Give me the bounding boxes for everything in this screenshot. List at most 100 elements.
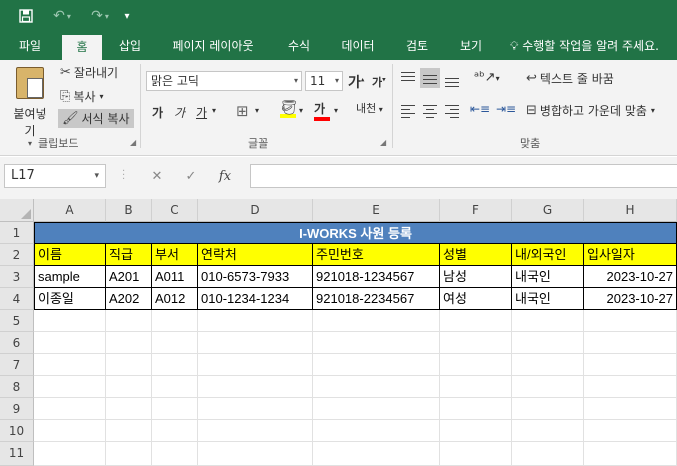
empty-cell[interactable] <box>34 354 106 376</box>
empty-cell[interactable] <box>152 332 198 354</box>
font-size-select[interactable]: 11 ▾ <box>305 71 343 91</box>
row-header[interactable]: 5 <box>0 310 34 332</box>
tab-insert[interactable]: 삽입 <box>118 39 142 53</box>
column-header[interactable]: E <box>313 199 440 222</box>
empty-cell[interactable] <box>440 376 512 398</box>
dialog-launcher-icon[interactable]: ◢ <box>380 138 387 147</box>
table-cell[interactable]: 남성 <box>440 266 512 288</box>
table-cell[interactable]: 2023-10-27 <box>584 266 677 288</box>
row-header[interactable]: 6 <box>0 332 34 354</box>
empty-cell[interactable] <box>440 332 512 354</box>
empty-cell[interactable] <box>584 398 677 420</box>
empty-cell[interactable] <box>34 398 106 420</box>
table-cell[interactable]: A202 <box>106 288 152 310</box>
borders-icon[interactable]: ⊞ <box>236 102 249 120</box>
table-cell[interactable]: sample <box>34 266 106 288</box>
row-header[interactable]: 7 <box>0 354 34 376</box>
align-center-icon[interactable] <box>420 100 440 120</box>
empty-cell[interactable] <box>106 376 152 398</box>
tab-review[interactable]: 검토 <box>405 39 429 53</box>
align-right-icon[interactable] <box>442 100 462 120</box>
shrink-font-button[interactable]: 가▾ <box>372 75 386 89</box>
empty-cell[interactable] <box>440 442 512 466</box>
empty-cell[interactable] <box>313 310 440 332</box>
row-header[interactable]: 1 <box>0 222 34 244</box>
empty-cell[interactable] <box>198 310 313 332</box>
empty-cell[interactable] <box>152 376 198 398</box>
row-header[interactable]: 10 <box>0 420 34 442</box>
undo-icon[interactable]: ↶ ▾ <box>53 8 71 24</box>
enter-icon[interactable]: ✓ <box>185 168 197 184</box>
wrap-text-button[interactable]: ↩ 텍스트 줄 바꿈 <box>526 71 614 86</box>
header-cell[interactable]: 이름 <box>34 244 106 266</box>
empty-cell[interactable] <box>106 442 152 466</box>
empty-cell[interactable] <box>440 398 512 420</box>
tab-file[interactable]: 파일 <box>18 39 42 53</box>
chevron-down-icon[interactable]: ▾ <box>255 106 260 115</box>
table-cell[interactable]: 내국인 <box>512 288 584 310</box>
splitter-handle[interactable]: · · · <box>122 166 126 185</box>
chevron-down-icon[interactable]: ▾ <box>299 106 304 115</box>
merge-center-button[interactable]: ⊟ 병합하고 가운데 맞춤 ▾ <box>526 103 655 118</box>
empty-cell[interactable] <box>512 310 584 332</box>
header-cell[interactable]: 직급 <box>106 244 152 266</box>
row-header[interactable]: 9 <box>0 398 34 420</box>
column-header[interactable]: G <box>512 199 584 222</box>
tell-me-box[interactable]: 💡︎ 수행할 작업을 알려 주세요. <box>510 39 659 53</box>
header-cell[interactable]: 입사일자 <box>584 244 677 266</box>
row-header[interactable]: 8 <box>0 376 34 398</box>
format-painter-button[interactable]: 🖌︎ 서식 복사 <box>58 109 134 128</box>
align-bottom-icon[interactable] <box>442 68 462 88</box>
empty-cell[interactable] <box>152 310 198 332</box>
empty-cell[interactable] <box>584 420 677 442</box>
header-cell[interactable]: 성별 <box>440 244 512 266</box>
empty-cell[interactable] <box>34 310 106 332</box>
empty-cell[interactable] <box>34 332 106 354</box>
empty-cell[interactable] <box>106 398 152 420</box>
empty-cell[interactable] <box>198 420 313 442</box>
empty-cell[interactable] <box>152 354 198 376</box>
cut-button[interactable]: ✂ 잘라내기 <box>60 65 119 80</box>
sheet-title-cell[interactable]: I-WORKS 사원 등록 <box>34 222 677 244</box>
empty-cell[interactable] <box>198 376 313 398</box>
empty-cell[interactable] <box>34 442 106 466</box>
table-cell[interactable]: A011 <box>152 266 198 288</box>
name-box[interactable]: L17 ▾ <box>4 164 106 188</box>
table-cell[interactable]: 2023-10-27 <box>584 288 677 310</box>
select-all-button[interactable] <box>0 199 34 222</box>
table-cell[interactable]: 921018-1234567 <box>313 266 440 288</box>
font-name-select[interactable]: 맑은 고딕 ▾ <box>146 71 302 91</box>
row-header[interactable]: 2 <box>0 244 34 266</box>
column-header[interactable]: B <box>106 199 152 222</box>
header-cell[interactable]: 내/외국인 <box>512 244 584 266</box>
formula-input[interactable] <box>250 164 677 188</box>
table-cell[interactable]: 010-1234-1234 <box>198 288 313 310</box>
empty-cell[interactable] <box>440 354 512 376</box>
font-color-button[interactable]: 가 <box>314 100 330 121</box>
italic-button[interactable]: 가 <box>174 106 186 120</box>
table-cell[interactable]: 이종일 <box>34 288 106 310</box>
header-cell[interactable]: 연락처 <box>198 244 313 266</box>
header-cell[interactable]: 주민번호 <box>313 244 440 266</box>
empty-cell[interactable] <box>106 332 152 354</box>
chevron-down-icon[interactable]: ▾ <box>212 106 217 115</box>
underline-button[interactable]: 가 <box>196 106 208 120</box>
empty-cell[interactable] <box>313 332 440 354</box>
row-header[interactable]: 3 <box>0 266 34 288</box>
grow-font-button[interactable]: 가▴ <box>348 75 365 91</box>
fill-color-icon[interactable]: 🪣︎ <box>280 100 298 118</box>
table-cell[interactable]: A201 <box>106 266 152 288</box>
redo-icon[interactable]: ↷ ▾ <box>91 8 109 24</box>
row-header[interactable]: 4 <box>0 288 34 310</box>
cancel-icon[interactable]: ✕ <box>151 168 163 184</box>
empty-cell[interactable] <box>313 442 440 466</box>
empty-cell[interactable] <box>512 376 584 398</box>
empty-cell[interactable] <box>584 376 677 398</box>
empty-cell[interactable] <box>512 398 584 420</box>
empty-cell[interactable] <box>313 376 440 398</box>
empty-cell[interactable] <box>198 442 313 466</box>
column-header[interactable]: C <box>152 199 198 222</box>
empty-cell[interactable] <box>106 420 152 442</box>
row-header[interactable]: 11 <box>0 442 34 466</box>
empty-cell[interactable] <box>34 420 106 442</box>
